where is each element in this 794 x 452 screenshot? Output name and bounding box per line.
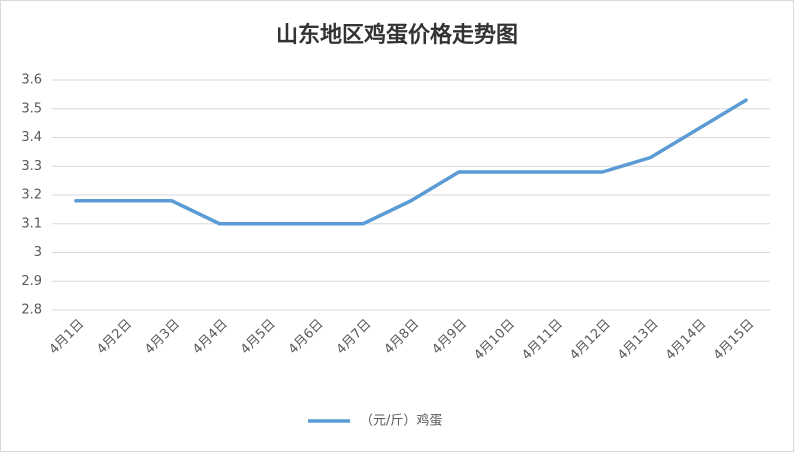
y-tick-label: 2.8 xyxy=(21,303,42,318)
y-tick-label: 3.1 xyxy=(21,216,42,231)
y-tick-label: 3.3 xyxy=(21,159,42,174)
y-tick-label: 3.2 xyxy=(21,188,42,203)
chart-title: 山东地区鸡蛋价格走势图 xyxy=(276,22,518,48)
y-tick-label: 3.4 xyxy=(21,130,42,145)
line-series xyxy=(74,98,748,226)
y-tick-label: 3.6 xyxy=(21,73,42,88)
legend-label: （元/斤）鸡蛋 xyxy=(360,413,442,429)
y-tick-label: 3 xyxy=(34,245,42,260)
y-tick-label: 2.9 xyxy=(21,274,42,289)
y-tick-label: 3.5 xyxy=(21,101,42,116)
